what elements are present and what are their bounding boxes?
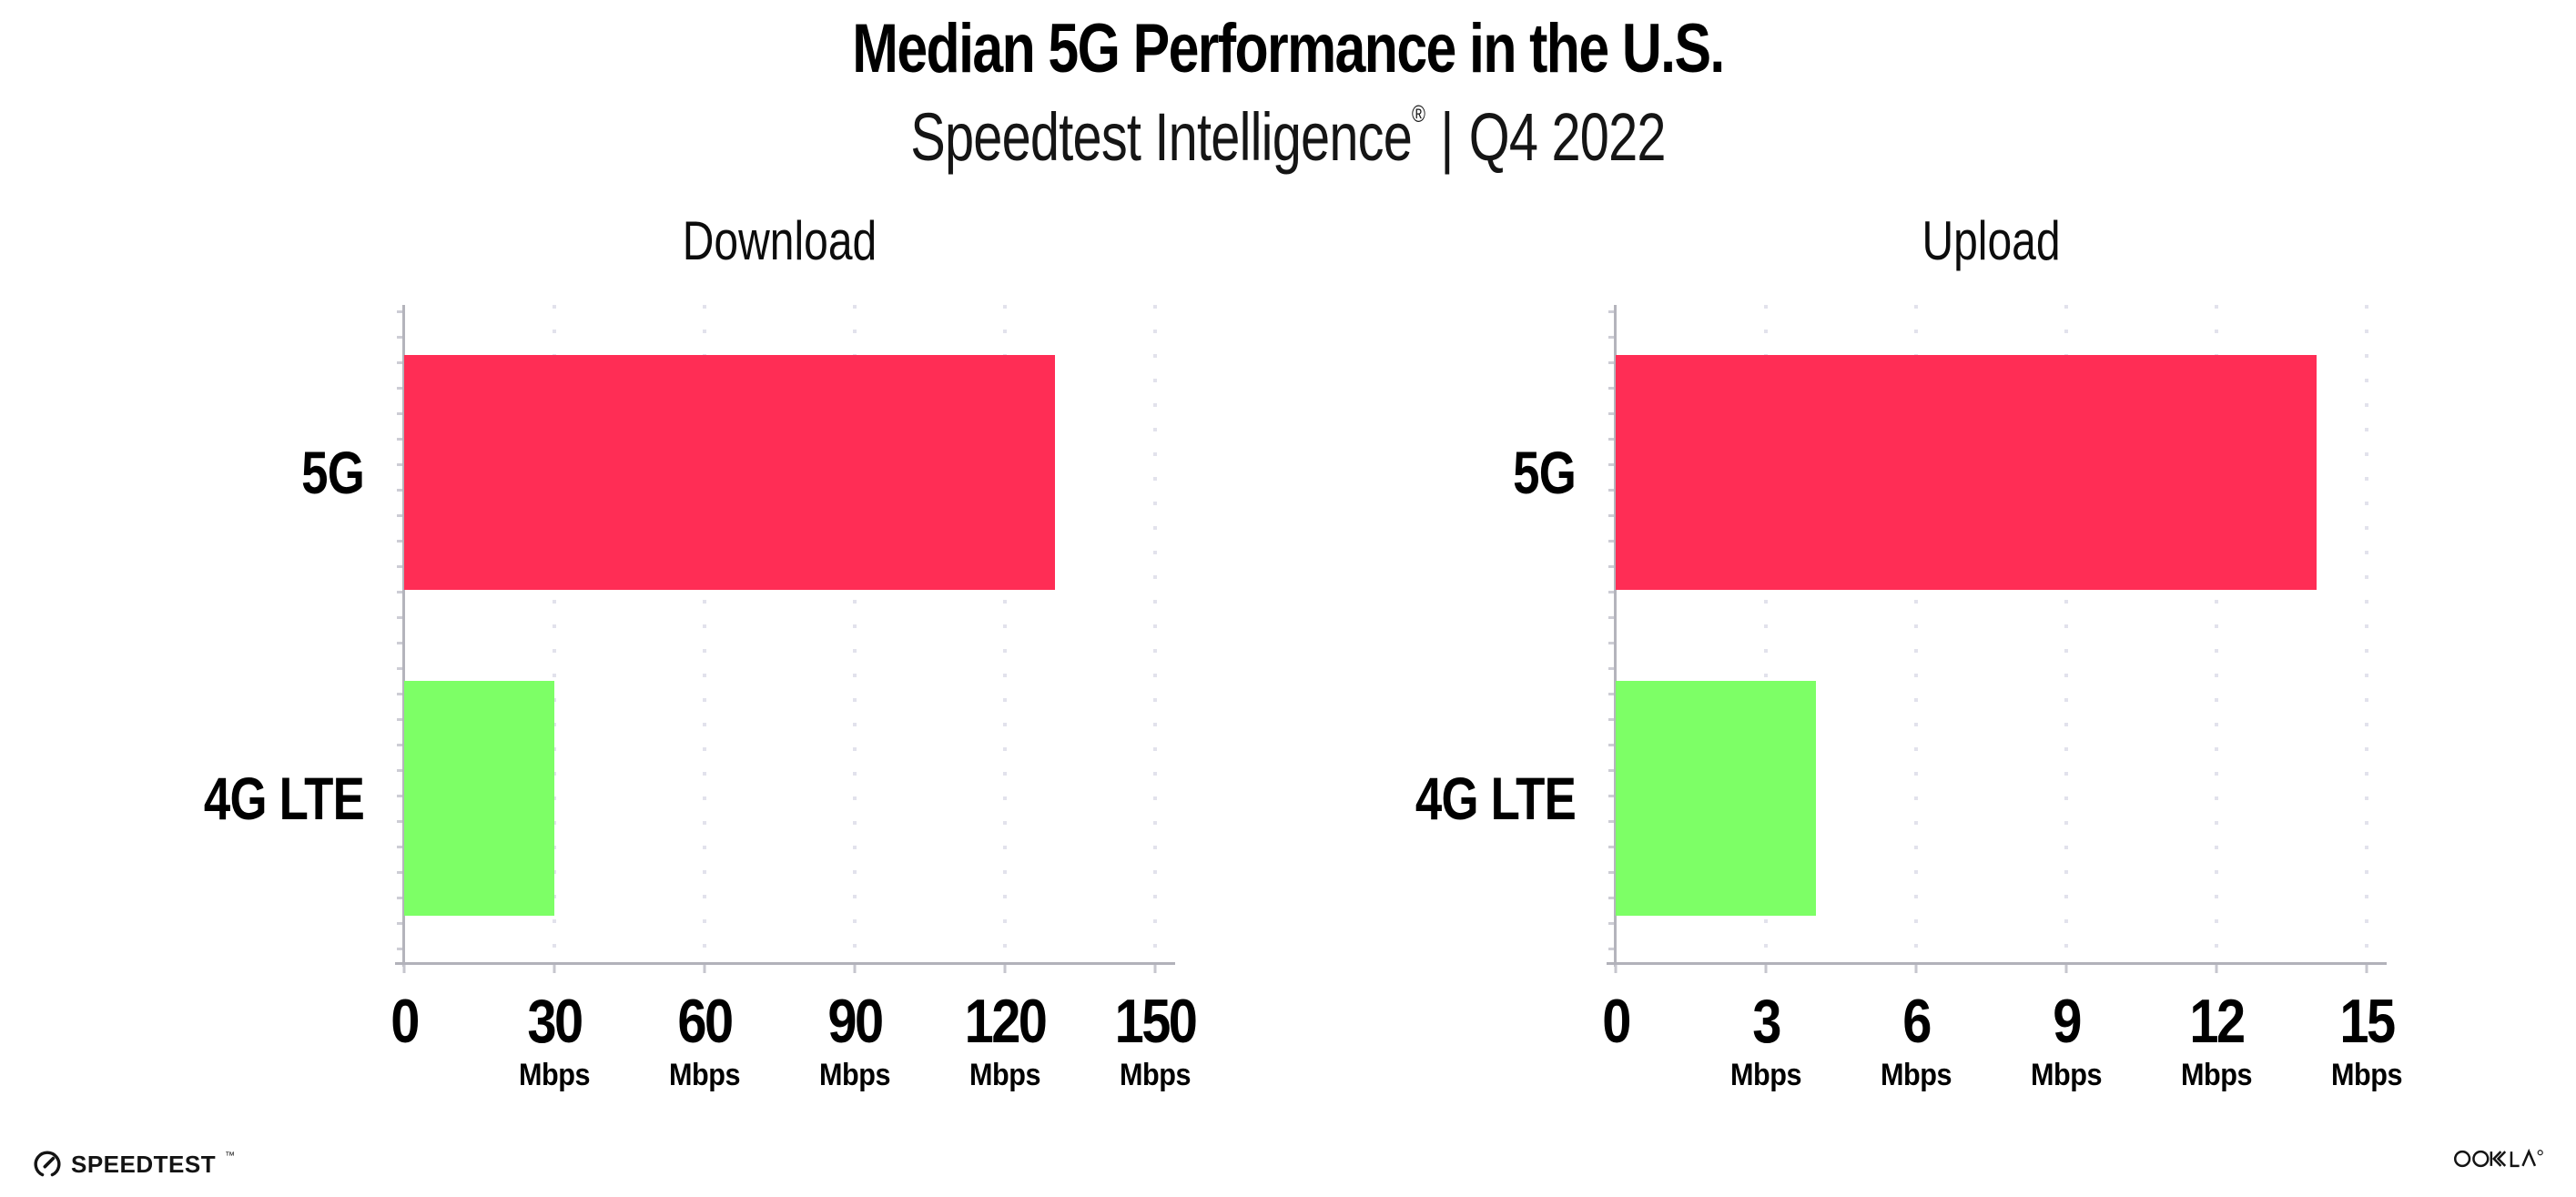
speedtest-logo: SPEEDTEST ™ [33, 1150, 235, 1179]
gridline-30 [553, 305, 556, 965]
category-label-4g-lte: 4G LTE [203, 765, 365, 832]
x-tick-unit-label: Mbps [2180, 1058, 2253, 1092]
x-tick-mark-15 [2365, 965, 2368, 973]
upload-chart: Upload 5G 4G LTE 0 3 Mbps 6 Mbps 9 Mbps 12 Mbps 15… [1415, 210, 2403, 1090]
gridline-120 [1003, 305, 1007, 965]
category-label-4g-lte: 4G LTE [1415, 765, 1577, 832]
x-tick-mark-120 [1003, 965, 1007, 973]
x-tick-unit-label: Mbps [2030, 1058, 2103, 1092]
x-tick-120: 120 Mbps [958, 990, 1052, 1090]
subtitle-separator: | [1440, 99, 1454, 175]
x-axis-line [395, 962, 1175, 965]
speedtest-gauge-icon [34, 1151, 61, 1177]
x-tick-unit-label: Mbps [668, 1058, 741, 1092]
ookla-wordmark-icon [2454, 1148, 2543, 1168]
x-tick-12: 12 Mbps [2177, 990, 2257, 1090]
gridline-12 [2215, 305, 2218, 965]
x-tick-60: 60 Mbps [665, 990, 745, 1090]
x-tick-label: 120 [964, 987, 1048, 1056]
x-tick-label: 6 [1902, 987, 1932, 1056]
x-tick-mark-0 [1614, 965, 1618, 973]
x-tick-label: 60 [677, 987, 734, 1056]
x-tick-unit-label: Mbps [1880, 1058, 1952, 1092]
x-tick-mark-6 [1914, 965, 1918, 973]
subtitle-brand: Speedtest Intelligence [910, 99, 1413, 175]
category-label-5g: 5G [301, 439, 365, 506]
x-tick-mark-0 [402, 965, 406, 973]
x-tick-label: 0 [1602, 987, 1631, 1056]
x-axis-line [1607, 962, 2387, 965]
x-tick-label: 150 [1114, 987, 1198, 1056]
gridline-150 [1153, 305, 1157, 965]
x-tick-mark-150 [1153, 965, 1157, 973]
x-tick-label: 90 [827, 987, 884, 1056]
download-chart: Download 5G 4G LTE 0 30 Mbps 60 Mbps 90 Mbps 120… [204, 210, 1198, 1090]
x-tick-30: 30 Mbps [515, 990, 594, 1090]
gridline-15 [2365, 305, 2368, 965]
y-axis-spine [1614, 305, 1617, 967]
x-tick-label: 12 [2189, 987, 2246, 1056]
registered-mark: ® [1412, 100, 1425, 127]
x-tick-0: 0 [1600, 990, 1632, 1052]
y-axis-minor-ticks [397, 310, 402, 965]
x-tick-mark-12 [2215, 965, 2218, 973]
x-tick-unit-label: Mbps [818, 1058, 891, 1092]
y-axis-spine [402, 305, 405, 967]
gridline-90 [853, 305, 857, 965]
x-tick-3: 3 Mbps [1727, 990, 1806, 1090]
bar-4g-lte [404, 681, 554, 916]
bar-5g [404, 355, 1055, 590]
upload-chart-title: Upload [1922, 210, 2061, 271]
x-tick-mark-90 [853, 965, 857, 973]
gridline-60 [703, 305, 706, 965]
x-tick-label: 9 [2053, 987, 2082, 1056]
x-tick-unit-label: Mbps [1119, 1058, 1192, 1092]
x-tick-mark-60 [703, 965, 706, 973]
x-tick-label: 3 [1752, 987, 1781, 1056]
x-tick-15: 15 Mbps [2328, 990, 2407, 1090]
x-tick-mark-9 [2064, 965, 2068, 973]
x-tick-150: 150 Mbps [1108, 990, 1202, 1090]
gridline-9 [2064, 305, 2068, 965]
upload-plot-area: 5G 4G LTE [1415, 305, 2368, 967]
ookla-logo [2454, 1146, 2545, 1175]
x-tick-6: 6 Mbps [1877, 990, 1956, 1090]
x-tick-label: 15 [2339, 987, 2396, 1056]
trademark-mark: ™ [225, 1151, 236, 1161]
subtitle-period: Q4 2022 [1468, 99, 1667, 175]
x-tick-label: 30 [527, 987, 583, 1056]
category-label-5g: 5G [1513, 439, 1577, 506]
x-tick-90: 90 Mbps [816, 990, 895, 1090]
download-plot-area: 5G 4G LTE [204, 305, 1157, 967]
gridline-3 [1764, 305, 1768, 965]
download-chart-title: Download [682, 210, 877, 271]
x-tick-label: 0 [390, 987, 420, 1056]
y-axis-minor-ticks [1608, 310, 1614, 965]
bar-5g [1616, 355, 2317, 590]
x-tick-unit-label: Mbps [518, 1058, 591, 1092]
x-tick-unit-label: Mbps [2330, 1058, 2403, 1092]
x-tick-9: 9 Mbps [2027, 990, 2106, 1090]
bar-4g-lte [1616, 681, 1816, 916]
gridline-6 [1914, 305, 1918, 965]
x-tick-0: 0 [389, 990, 421, 1052]
x-tick-unit-label: Mbps [1729, 1058, 1802, 1092]
speedtest-wordmark: SPEEDTEST [71, 1150, 217, 1178]
subtitle: Speedtest Intelligence® | Q4 2022 [283, 98, 2292, 176]
x-tick-mark-3 [1764, 965, 1768, 973]
x-tick-unit-label: Mbps [969, 1058, 1041, 1092]
x-tick-mark-30 [553, 965, 556, 973]
page-title: Median 5G Performance in the U.S. [852, 10, 1725, 87]
